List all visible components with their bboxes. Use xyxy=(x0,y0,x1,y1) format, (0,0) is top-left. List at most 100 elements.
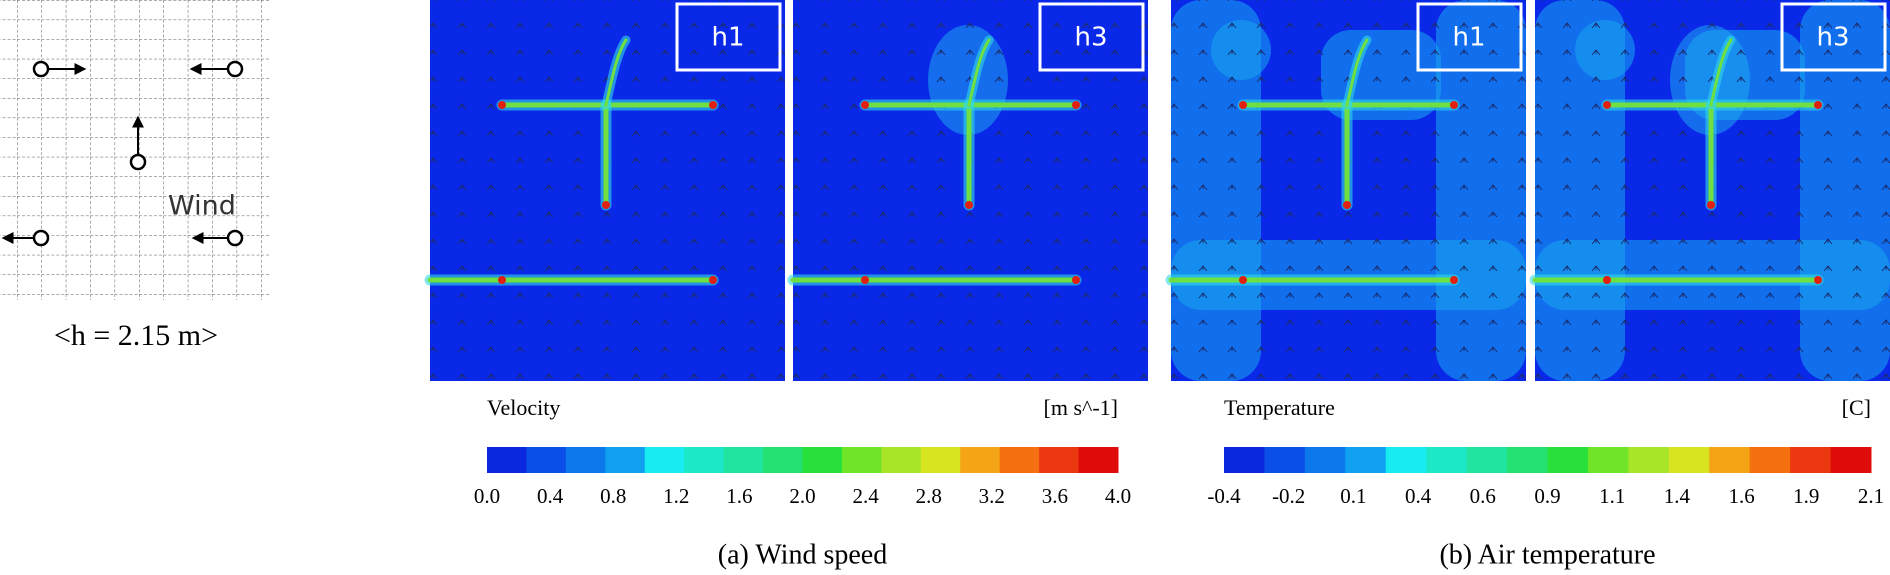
jet-tip xyxy=(1814,101,1822,109)
dashed-grid xyxy=(0,0,270,300)
colorbar-tick-label: -0.2 xyxy=(1272,484,1305,508)
colorbar-cell xyxy=(1507,447,1548,473)
contour-map: h1 xyxy=(1165,0,1526,381)
colorbar-tick-label: -0.4 xyxy=(1207,484,1241,508)
colorbar-cell xyxy=(1385,447,1427,473)
colorbar-tick-label: 1.6 xyxy=(1728,484,1754,508)
colorbar-cell xyxy=(1628,447,1670,473)
colorbar-title: Temperature xyxy=(1224,395,1335,420)
map-label: h1 xyxy=(711,23,744,53)
contour-map: h3 xyxy=(1529,0,1890,381)
colorbar-tick-label: 1.9 xyxy=(1793,484,1819,508)
jet-tip xyxy=(709,101,717,109)
colorbar-cell xyxy=(763,447,803,473)
colorbar-cell xyxy=(1668,447,1710,473)
colorbar-tick-label: 2.0 xyxy=(789,484,815,508)
colorbar-tick-label: 1.2 xyxy=(663,484,689,508)
jet-tip xyxy=(861,276,869,284)
colorbar-tick-label: 1.4 xyxy=(1664,484,1691,508)
height-label: <h = 2.15 m> xyxy=(54,319,218,352)
colorbar-cell xyxy=(1547,447,1589,473)
colorbar-cell xyxy=(1224,447,1265,473)
colorbar-tick-label: 0.9 xyxy=(1534,484,1560,508)
colorbar-tick-label: 1.6 xyxy=(726,484,752,508)
colorbar-unit: [C] xyxy=(1842,395,1871,420)
colorbar-tick-label: 2.1 xyxy=(1858,484,1884,508)
jet-tip xyxy=(498,276,506,284)
label-box xyxy=(1416,2,1523,72)
layout-diagram: Wind <h = 2.15 m> xyxy=(0,0,270,352)
colorbar-cell xyxy=(1078,447,1119,473)
colorbar-cell xyxy=(1304,447,1346,473)
colorbar-cell xyxy=(1790,447,1832,473)
colorbar-cell xyxy=(487,447,527,473)
wind-label: Wind xyxy=(168,191,236,222)
jet-tip xyxy=(1450,276,1458,284)
jet-tip xyxy=(1239,276,1247,284)
colorbar-cell xyxy=(881,447,922,473)
jet-tip xyxy=(1450,101,1458,109)
label-box xyxy=(675,2,782,72)
map-label: h3 xyxy=(1074,23,1107,53)
colorbar-cell xyxy=(605,447,646,473)
jet-tip xyxy=(1603,101,1611,109)
colorbar-cell xyxy=(1709,447,1751,473)
colorbar-cell xyxy=(526,447,567,473)
jet-core xyxy=(1345,38,1369,107)
colorbar-tick-label: 0.4 xyxy=(1405,484,1432,508)
jet-tip xyxy=(1072,101,1080,109)
jet-core xyxy=(1709,38,1733,107)
colorbar-cell xyxy=(644,447,685,473)
colorbar-cell xyxy=(920,447,961,473)
colorbar-cell xyxy=(723,447,764,473)
jet-tip xyxy=(1603,276,1611,284)
panel-caption: (b) Air temperature xyxy=(1439,539,1655,570)
colorbar-cell xyxy=(1264,447,1306,473)
colorbar-cell xyxy=(960,447,1001,473)
panel-caption: (a) Wind speed xyxy=(718,539,887,570)
colorbar-cell xyxy=(1749,447,1791,473)
jet-tip xyxy=(498,101,506,109)
colorbar-unit: [m s^-1] xyxy=(1044,395,1118,420)
label-box xyxy=(1038,2,1145,72)
colorbar-cell xyxy=(802,447,843,473)
arrows xyxy=(1,63,228,244)
colorbar-cell xyxy=(1426,447,1468,473)
jet-tip xyxy=(602,201,610,209)
jet-tip xyxy=(1343,201,1351,209)
map-label: h3 xyxy=(1816,23,1849,53)
jet-tip xyxy=(1239,101,1247,109)
colorbar-cell xyxy=(1345,447,1387,473)
jet-tip xyxy=(1072,276,1080,284)
jet-tip xyxy=(965,201,973,209)
colorbar-cell xyxy=(1039,447,1080,473)
colorbar-tick-label: 2.8 xyxy=(916,484,942,508)
jet-core xyxy=(967,38,991,107)
colorbar-cell xyxy=(684,447,725,473)
jet-core xyxy=(604,38,628,107)
colorbar-cell xyxy=(565,447,606,473)
colorbar-cell xyxy=(1830,447,1872,473)
colorbar-tick-label: 4.0 xyxy=(1105,484,1131,508)
contour-map: h1 xyxy=(424,0,785,381)
colorbar-cell xyxy=(1466,447,1508,473)
colorbar-tick-label: 3.6 xyxy=(1042,484,1068,508)
colorbar-cell xyxy=(999,447,1040,473)
jet-tip xyxy=(709,276,717,284)
colorbar-tick-label: 0.0 xyxy=(474,484,500,508)
jet-tip xyxy=(1707,201,1715,209)
colorbar-tick-label: 0.1 xyxy=(1340,484,1366,508)
colorbar-tick-label: 0.4 xyxy=(537,484,564,508)
colorbar-tick-label: 3.2 xyxy=(979,484,1005,508)
colorbar-tick-label: 0.6 xyxy=(1470,484,1496,508)
colorbar-title: Velocity xyxy=(487,395,560,420)
label-box xyxy=(1780,2,1887,72)
map-label: h1 xyxy=(1452,23,1485,53)
contour-map: h3 xyxy=(787,0,1148,381)
colorbar-tick-label: 2.4 xyxy=(852,484,879,508)
colorbar-cell xyxy=(841,447,882,473)
jet-tip xyxy=(1814,276,1822,284)
colorbar-tick-label: 0.8 xyxy=(600,484,626,508)
colorbar-tick-label: 1.1 xyxy=(1599,484,1625,508)
